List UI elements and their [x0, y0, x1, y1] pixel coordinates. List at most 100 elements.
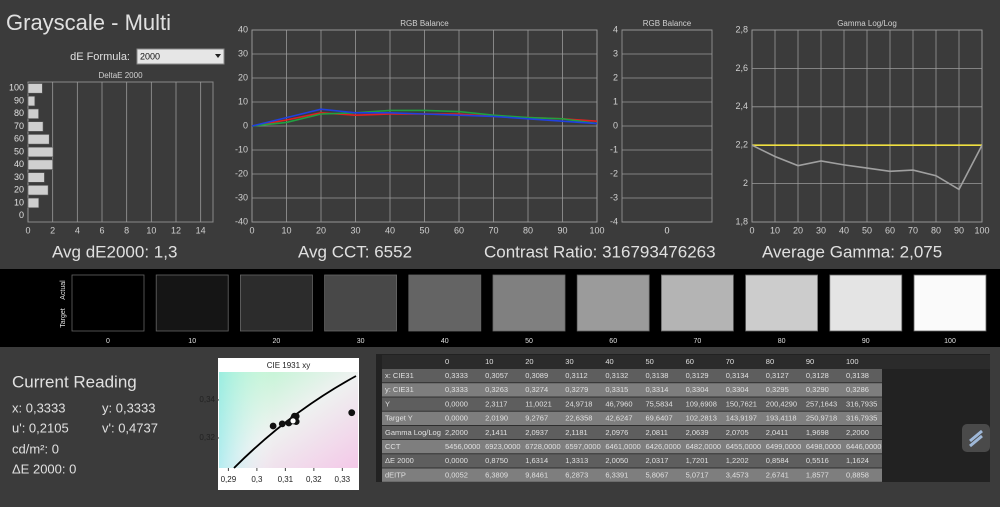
table-cell: 2,0976	[605, 428, 628, 437]
swatch-target	[914, 303, 986, 331]
table-cell: 316,7935	[846, 414, 877, 423]
table-cell: 0,3304	[726, 385, 749, 394]
x-tick-label: 80	[931, 225, 941, 235]
swatch-border	[492, 274, 566, 332]
table-cell: 6426,0000	[646, 442, 681, 451]
table-cell: 0,3134	[726, 371, 749, 380]
y-tick-label: 3	[613, 48, 618, 58]
swatch-border	[745, 274, 818, 332]
table-cell: 250,9718	[806, 414, 837, 423]
x-tick-label: 0,29	[221, 475, 237, 484]
dropdown-value[interactable]: 2000	[140, 51, 160, 61]
table-cell: 0,8584	[766, 456, 789, 465]
table-cell: 0,3304	[686, 385, 709, 394]
dropdown-box[interactable]	[136, 48, 225, 65]
swatch-border	[408, 274, 482, 332]
x-tick-label: 20	[793, 225, 803, 235]
x-tick-label: 0,31	[278, 475, 294, 484]
table-cell: 0,3279	[565, 385, 588, 394]
reading-de: ΔE 2000: 0	[12, 461, 76, 476]
table-header-cell: 50	[646, 357, 654, 366]
table-cell: 2,3117	[485, 399, 507, 408]
table-cell: 75,5834	[646, 399, 673, 408]
y-category-label: 50	[14, 146, 24, 156]
table-row-label: x: CIE31	[385, 371, 414, 380]
page-title: Grayscale - Multi	[6, 10, 171, 35]
x-tick-label: 70	[908, 225, 918, 235]
y-tick-label: 4	[613, 24, 618, 34]
y-tick-label: 0,34	[199, 395, 215, 404]
table-cell: 3,4573	[726, 470, 749, 479]
y-category-label: 30	[14, 172, 24, 182]
dropdown-arrow[interactable]	[215, 54, 221, 58]
swatch-actual	[240, 275, 313, 303]
table-row-bg	[382, 369, 882, 383]
formula-dropdown[interactable]: 2000	[136, 48, 225, 65]
table-cell: 1,2202	[726, 456, 749, 465]
y-tick-label: -3	[610, 192, 618, 202]
table-cell: 0,5516	[806, 456, 829, 465]
y-tick-label: 2,6	[735, 63, 748, 73]
swatch-target	[745, 303, 818, 331]
table-cell: 6461,0000	[605, 442, 640, 451]
table-cell: 193,4118	[766, 414, 797, 423]
table-cell: 0,3057	[485, 371, 508, 380]
y-tick-label: 1	[613, 96, 618, 106]
swatch-actual	[156, 275, 229, 303]
swatch-target	[324, 303, 397, 331]
table-cell: 0,3138	[846, 371, 869, 380]
table-row-label: y: CIE31	[385, 385, 414, 394]
scatter-point	[278, 420, 286, 428]
reading-u: u': 0,2105	[12, 420, 69, 435]
swatch-label: 0	[106, 338, 110, 345]
y-tick-label: 0	[613, 120, 618, 130]
table-cell: 2,0811	[646, 428, 668, 437]
y-tick-label: -30	[235, 192, 248, 202]
plot-area	[27, 81, 214, 223]
y-category-label: 70	[14, 121, 24, 131]
y-tick-label: 0	[243, 120, 248, 130]
x-tick-label: 100	[974, 225, 989, 235]
swatch-label: 40	[441, 338, 449, 345]
table-header-cell: 40	[605, 357, 613, 366]
reading-title: Current Reading	[12, 372, 137, 391]
reading-y: y: 0,3333	[102, 400, 156, 415]
y-tick-label: 2,8	[735, 24, 748, 34]
x-tick-label: 0,33	[335, 475, 351, 484]
table-cell: 0,3128	[806, 371, 829, 380]
swatch-label: 10	[188, 338, 196, 345]
x-tick-label: 60	[885, 225, 895, 235]
swatch-target	[408, 303, 481, 331]
table-cell: 42,6247	[605, 414, 632, 423]
table-cell: 1,1624	[846, 456, 869, 465]
app-button-icon[interactable]	[969, 429, 983, 448]
swatch-target	[829, 303, 902, 331]
table-row-bg	[382, 454, 882, 468]
table-cell: 9,2767	[525, 414, 548, 423]
x-tick-label: 6	[99, 225, 104, 235]
summary-de: Avg dE2000: 1,3	[52, 242, 177, 261]
bar	[27, 146, 54, 158]
table-row-label: CCT	[385, 442, 401, 451]
app-button[interactable]	[962, 424, 990, 452]
swatch-label: 80	[778, 338, 786, 345]
table-cell: 1,6314	[525, 456, 548, 465]
table-cell: 0,3263	[485, 385, 508, 394]
swatch-target	[493, 303, 565, 331]
table-cell: 2,0317	[646, 456, 669, 465]
y-tick-label: 1,8	[735, 216, 748, 226]
table-row-bg	[382, 383, 882, 397]
x-tick-label: 10	[281, 225, 291, 235]
swatch-border	[239, 274, 313, 332]
table-cell: 1,9698	[806, 428, 829, 437]
x-tick-label: 0,32	[306, 475, 322, 484]
x-tick-label: 40	[385, 225, 395, 235]
x-tick-label: 4	[75, 225, 80, 235]
table-cell: 0,0052	[445, 470, 468, 479]
bar	[27, 172, 45, 183]
table-cell: 0,3315	[605, 385, 628, 394]
app-button-bg[interactable]	[962, 424, 990, 452]
table-cell: 0,3089	[525, 371, 548, 380]
table-cell: 0,3112	[565, 371, 587, 380]
scatter-point	[289, 417, 297, 425]
